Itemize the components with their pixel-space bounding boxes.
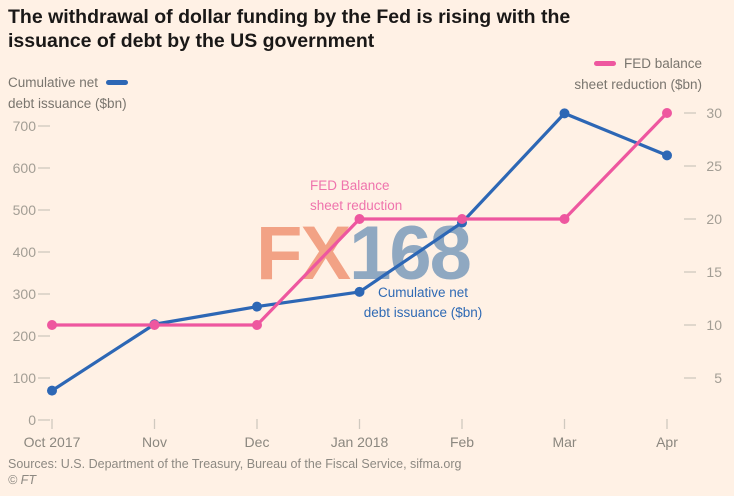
chart-title-line1: The withdrawal of dollar funding by the … xyxy=(8,6,571,28)
legend-left-label-line2: debt issuance ($bn) xyxy=(8,96,127,111)
data-point-pink xyxy=(457,214,467,224)
data-point-pink xyxy=(149,320,160,330)
data-point-blue xyxy=(252,301,262,312)
y-axis-left-tick-label: 200 xyxy=(13,328,37,344)
data-point-pink xyxy=(252,320,262,330)
data-point-pink xyxy=(559,214,570,224)
x-axis-month-label: Oct 2017 xyxy=(24,434,81,450)
ft-copyright: © FT xyxy=(8,473,36,487)
legend-left: Cumulative net debt issuance ($bn) xyxy=(8,72,129,114)
data-point-blue xyxy=(662,150,672,161)
y-axis-left-tick-label: 600 xyxy=(13,160,37,176)
pink-line-swatch xyxy=(593,61,616,66)
x-axis-month-label: Mar xyxy=(552,434,576,450)
y-axis-right-tick-label: 15 xyxy=(706,264,722,280)
x-axis-month-label: Dec xyxy=(245,434,270,450)
legend-right: FED balance sheet reduction ($bn) xyxy=(574,53,702,95)
y-axis-left-tick-label: 400 xyxy=(13,244,37,260)
y-axis-left-tick-label: 100 xyxy=(13,370,37,386)
blue-annotation-line2: debt issuance ($bn) xyxy=(363,305,483,320)
y-axis-left-tick-label: 700 xyxy=(13,118,37,134)
y-axis-left-tick-label: 500 xyxy=(13,202,37,218)
x-axis-month-label: Nov xyxy=(142,434,167,450)
data-point-pink xyxy=(47,320,57,330)
data-point-blue xyxy=(354,286,365,297)
data-point-blue xyxy=(47,385,57,396)
legend-left-label-line1: Cumulative net xyxy=(8,75,99,90)
series-line-blue xyxy=(50,111,669,393)
y-axis-right-tick-label: 30 xyxy=(706,105,722,121)
data-point-pink xyxy=(354,214,365,224)
blue-annotation-line1: Cumulative net xyxy=(377,285,469,300)
chart-title: The withdrawal of dollar funding by the … xyxy=(8,5,570,53)
legend-right-row1: FED balance xyxy=(574,53,702,74)
chart-title-line2: issuance of debt by the US government xyxy=(8,30,375,52)
y-axis-right-tick-label: 10 xyxy=(706,317,722,333)
legend-left-row1: Cumulative net xyxy=(8,72,129,93)
sources-note: Sources: U.S. Department of the Treasury… xyxy=(8,457,462,471)
y-axis-left-tick-label: 300 xyxy=(13,286,37,302)
legend-right-label-line2: sheet reduction ($bn) xyxy=(574,77,702,92)
y-axis-right-tick-label: 5 xyxy=(714,370,722,386)
pink-annotation-line1: FED Balance xyxy=(310,178,390,193)
data-point-pink xyxy=(662,108,672,118)
pink-annotation-line2: sheet reduction xyxy=(310,198,403,213)
data-point-blue xyxy=(559,108,570,119)
blue-line-swatch xyxy=(106,80,129,85)
blue-series-annotation: Cumulative net debt issuance ($bn) xyxy=(333,283,513,323)
legend-right-label-line1: FED balance xyxy=(623,56,702,71)
x-axis-month-label: Feb xyxy=(450,434,474,450)
y-axis-right-tick-label: 20 xyxy=(706,211,722,227)
y-axis-left-tick-label: 0 xyxy=(28,412,36,428)
y-axis-right-tick-label: 25 xyxy=(706,158,722,174)
x-axis-month-label: Apr xyxy=(656,434,678,450)
x-axis-month-label: Jan 2018 xyxy=(331,434,389,450)
pink-series-annotation: FED Balance sheet reduction xyxy=(310,176,402,216)
